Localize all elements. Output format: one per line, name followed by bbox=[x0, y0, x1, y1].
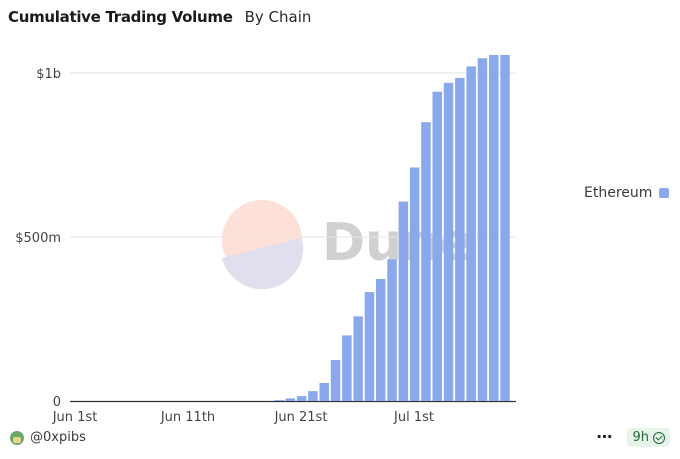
more-options-icon[interactable]: ⋯ bbox=[596, 428, 614, 446]
y-tick-label: 0 bbox=[53, 395, 61, 410]
check-circle-icon bbox=[653, 431, 665, 444]
bar[interactable] bbox=[376, 278, 386, 401]
bar[interactable] bbox=[398, 201, 409, 401]
x-tick-label: Jul 1st bbox=[393, 410, 434, 425]
bar[interactable] bbox=[353, 316, 363, 401]
bar[interactable] bbox=[296, 396, 307, 401]
legend-label-ethereum: Ethereum bbox=[584, 185, 653, 201]
bar[interactable] bbox=[342, 335, 352, 401]
bar[interactable] bbox=[500, 54, 510, 402]
y-tick-label: $500m bbox=[15, 231, 61, 246]
refresh-status-badge[interactable]: 9h bbox=[627, 428, 670, 447]
bar[interactable] bbox=[432, 91, 443, 402]
bar[interactable] bbox=[409, 167, 420, 401]
bar[interactable] bbox=[319, 382, 330, 401]
bar[interactable] bbox=[466, 66, 476, 401]
legend[interactable]: Ethereum bbox=[584, 185, 670, 201]
x-tick-label: Jun 1st bbox=[52, 410, 98, 425]
avatar bbox=[10, 430, 24, 445]
x-tick-label: Jun 21st bbox=[274, 410, 328, 425]
y-tick-label: $1b bbox=[36, 67, 61, 82]
bar[interactable] bbox=[308, 391, 318, 401]
bar[interactable] bbox=[455, 77, 465, 402]
chart-title: Cumulative Trading Volume bbox=[8, 8, 233, 26]
bar[interactable] bbox=[421, 122, 431, 401]
footer-actions: ⋯ 9h bbox=[596, 428, 670, 447]
bar[interactable] bbox=[443, 82, 454, 401]
author-name: @0xpibs bbox=[30, 430, 86, 445]
bar[interactable] bbox=[477, 58, 488, 402]
chart-subtitle: By Chain bbox=[244, 8, 312, 26]
author-credit[interactable]: @0xpibs bbox=[10, 430, 86, 445]
last-updated-age: 9h bbox=[632, 430, 649, 445]
bar[interactable] bbox=[387, 259, 397, 401]
bar[interactable] bbox=[274, 400, 284, 401]
bar[interactable] bbox=[330, 360, 341, 401]
x-tick-label: Jun 11th bbox=[160, 410, 215, 425]
dune-logo-shade bbox=[222, 238, 304, 290]
chart-header: Cumulative Trading Volume By Chain bbox=[8, 8, 311, 26]
bar[interactable] bbox=[285, 398, 296, 401]
legend-swatch-ethereum bbox=[659, 188, 670, 198]
bar[interactable] bbox=[489, 54, 499, 402]
bar[interactable] bbox=[364, 292, 375, 401]
